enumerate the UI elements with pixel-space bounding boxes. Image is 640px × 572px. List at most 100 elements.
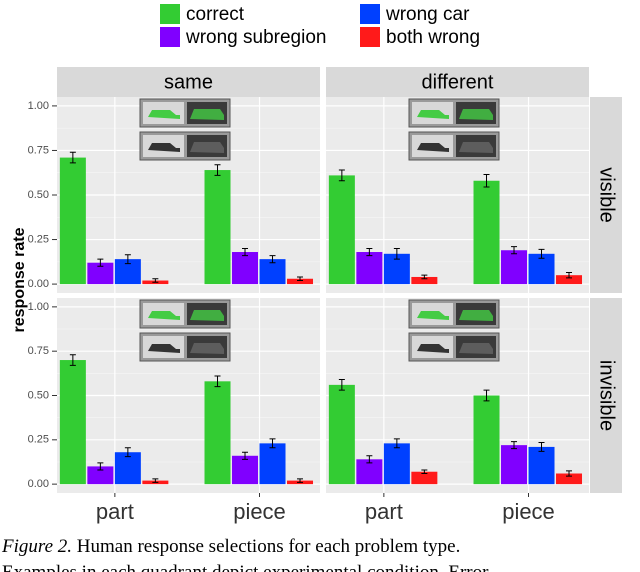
error-bar	[152, 478, 159, 483]
bar	[556, 473, 583, 485]
y-tick-label: 0.25	[28, 233, 49, 245]
error-bar	[69, 354, 76, 366]
x-tick-label: part	[365, 499, 403, 524]
bar	[204, 381, 231, 485]
x-tick-label: piece	[233, 499, 286, 524]
thumb-car	[459, 310, 493, 321]
error-bar	[214, 164, 221, 176]
caption-line: Examples in each quadrant depict experim…	[2, 562, 489, 572]
legend-swatch	[160, 4, 180, 24]
thumb-car	[148, 110, 180, 119]
thumb-car	[190, 109, 224, 120]
bar	[501, 445, 528, 485]
facet-strip	[326, 67, 589, 97]
condition-thumbnail	[139, 131, 231, 161]
thumb-car	[417, 143, 449, 152]
bar	[411, 276, 438, 285]
y-tick-label: 0.00	[28, 478, 49, 490]
error-bar	[97, 258, 104, 267]
legend-label: wrong subregion	[185, 27, 326, 48]
bar	[356, 459, 383, 485]
thumb-car	[417, 110, 449, 119]
condition-thumbnail	[139, 98, 231, 128]
thumb-car	[459, 343, 493, 354]
error-bar	[421, 274, 428, 280]
thumb-car	[190, 310, 224, 321]
error-bar	[511, 441, 518, 450]
bar	[287, 278, 314, 285]
error-bar	[421, 469, 428, 474]
bar	[259, 443, 286, 485]
error-bar	[269, 255, 276, 264]
legend-label: both wrong	[386, 27, 480, 48]
bar	[114, 452, 141, 485]
error-bar	[538, 441, 545, 452]
condition-thumbnail	[408, 299, 500, 329]
bar	[232, 455, 259, 485]
error-bar	[366, 247, 373, 257]
bar	[87, 466, 114, 485]
bar	[259, 259, 286, 285]
bar	[528, 253, 555, 285]
facet-label: invisible	[596, 360, 618, 431]
x-tick-label: piece	[502, 499, 555, 524]
bar	[473, 180, 500, 285]
thumb-car	[417, 344, 449, 353]
facet-label: visible	[596, 167, 618, 223]
error-bar	[393, 438, 400, 449]
error-bar	[97, 462, 104, 471]
thumb-car	[417, 311, 449, 320]
thumb-car	[148, 344, 180, 353]
error-bar	[538, 248, 545, 259]
bar	[204, 170, 231, 285]
bar	[501, 250, 528, 285]
legend-swatch	[360, 27, 380, 47]
legend-label: wrong car	[385, 4, 470, 25]
error-bar	[242, 451, 249, 460]
y-tick-label: 0.50	[28, 389, 49, 401]
bar	[232, 252, 259, 285]
error-bar	[511, 246, 518, 255]
legend-swatch	[360, 4, 380, 24]
thumb-car	[148, 311, 180, 320]
y-tick-label: 0.50	[28, 189, 49, 201]
error-bar	[269, 438, 276, 449]
error-bar	[124, 447, 131, 458]
error-bar	[214, 375, 221, 388]
error-bar	[338, 169, 345, 182]
legend-swatch	[160, 27, 180, 47]
error-bar	[366, 455, 373, 464]
facet-strip	[590, 97, 622, 293]
condition-thumbnail	[408, 131, 500, 161]
thumb-car	[190, 142, 224, 153]
y-tick-label: 0.25	[28, 434, 49, 446]
bar	[328, 175, 355, 285]
caption-text: Human response selections for each probl…	[72, 536, 460, 557]
condition-thumbnail	[408, 332, 500, 362]
condition-thumbnail	[139, 299, 231, 329]
facet-label: same	[164, 71, 213, 93]
condition-thumbnail	[408, 98, 500, 128]
bar	[59, 157, 86, 285]
facet-label: different	[422, 71, 494, 93]
error-bar	[393, 247, 400, 260]
y-tick-label: 1.00	[28, 100, 49, 112]
y-tick-label: 0.75	[28, 144, 49, 156]
thumb-car	[190, 343, 224, 354]
error-bar	[338, 379, 345, 391]
x-tick-label: part	[96, 499, 134, 524]
facet-strip	[57, 67, 320, 97]
error-bar	[242, 247, 249, 257]
bar	[473, 395, 500, 485]
bar	[356, 252, 383, 285]
y-axis-label: response rate	[11, 227, 28, 332]
bar	[87, 262, 114, 285]
caption-label: Figure 2.	[1, 536, 72, 557]
bar	[411, 471, 438, 485]
error-bar	[566, 272, 573, 279]
bar	[383, 443, 410, 485]
error-bar	[297, 276, 304, 282]
bar	[59, 360, 86, 485]
